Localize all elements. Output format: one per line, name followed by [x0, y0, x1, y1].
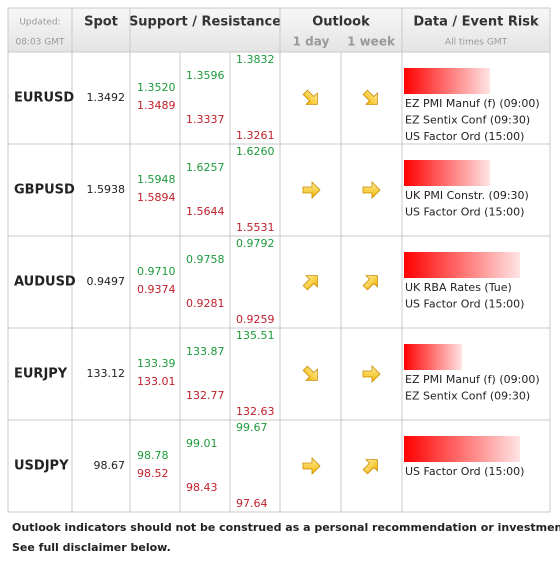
- outlook-arrow: [302, 275, 318, 291]
- resistance: 0.9758: [186, 253, 225, 266]
- outlook-arrow: [362, 181, 381, 199]
- risk-bar: [404, 68, 490, 94]
- resistance: 1.3520: [137, 81, 176, 94]
- disclaimer: See full disclaimer below.: [12, 541, 171, 554]
- outlook-header: Outlook: [312, 15, 370, 30]
- pair: GBPUSD: [14, 183, 75, 198]
- outlook-arrow: [302, 181, 321, 199]
- event: US Factor Ord (15:00): [405, 465, 524, 478]
- resistance: 133.87: [186, 345, 225, 358]
- spot: 1.5938: [87, 183, 126, 196]
- resistance: 1.5948: [137, 173, 176, 186]
- resistance: 99.01: [186, 437, 218, 450]
- resistance: 1.3596: [186, 69, 225, 82]
- risk-bar: [404, 252, 520, 278]
- outlook-arrow: [302, 89, 318, 105]
- event: EZ PMI Manuf (f) (09:00): [405, 373, 540, 386]
- pair: AUDUSD: [14, 275, 76, 290]
- resistance: 135.51: [236, 329, 275, 342]
- resistance: 98.78: [137, 449, 169, 462]
- resistance: 1.3832: [236, 53, 275, 66]
- support: 1.3337: [186, 113, 225, 126]
- spot: 0.9497: [87, 275, 126, 288]
- resistance: 99.67: [236, 421, 268, 434]
- outlook-arrow: [302, 365, 318, 381]
- spot: 98.67: [94, 459, 126, 472]
- support: 0.9259: [236, 313, 275, 326]
- pair: USDJPY: [14, 459, 69, 474]
- support: 0.9374: [137, 283, 176, 296]
- support: 98.43: [186, 481, 218, 494]
- pair: EURJPY: [14, 367, 68, 382]
- sr-header: Support / Resistance: [129, 15, 281, 30]
- event: EZ PMI Manuf (f) (09:00): [405, 97, 540, 110]
- resistance: 1.6260: [236, 145, 275, 158]
- resistance: 133.39: [137, 357, 176, 370]
- risk-bar: [404, 436, 520, 462]
- spot-header: Spot: [84, 15, 118, 30]
- event: EZ Sentix Conf (09:30): [405, 390, 530, 403]
- support: 1.3261: [236, 129, 275, 142]
- updated: Updated:: [19, 18, 60, 28]
- risk-bar: [404, 344, 462, 370]
- support: 1.3489: [137, 99, 176, 112]
- support: 133.01: [137, 375, 176, 388]
- event: UK RBA Rates (Tue): [405, 281, 512, 294]
- disclaimer: Outlook indicators should not be constru…: [12, 521, 560, 534]
- day-header: 1 day: [293, 35, 330, 49]
- resistance: 0.9792: [236, 237, 275, 250]
- outlook-arrow: [362, 89, 378, 105]
- support: 97.64: [236, 497, 268, 510]
- outlook-arrow: [362, 459, 378, 475]
- risk-bar: [404, 160, 490, 186]
- event-header: Data / Event Risk: [413, 15, 539, 30]
- event: UK PMI Constr. (09:30): [405, 189, 529, 202]
- pair: EURUSD: [14, 91, 74, 106]
- support: 98.52: [137, 467, 169, 480]
- support: 132.77: [186, 389, 225, 402]
- updated-time: 08:03 GMT: [15, 38, 65, 48]
- event: EZ Sentix Conf (09:30): [405, 114, 530, 127]
- event: US Factor Ord (15:00): [405, 130, 524, 143]
- support: 1.5644: [186, 205, 225, 218]
- week-header: 1 week: [347, 35, 396, 49]
- outlook-arrow: [362, 275, 378, 291]
- spot: 133.12: [87, 367, 126, 380]
- support: 132.63: [236, 405, 275, 418]
- resistance: 1.6257: [186, 161, 225, 174]
- times-note: All times GMT: [445, 38, 508, 48]
- header-bg: [8, 8, 550, 52]
- outlook-arrow: [362, 365, 381, 383]
- support: 1.5531: [236, 221, 275, 234]
- event: US Factor Ord (15:00): [405, 298, 524, 311]
- spot: 1.3492: [87, 91, 126, 104]
- support: 0.9281: [186, 297, 225, 310]
- table-border: [7, 7, 551, 513]
- resistance: 0.9710: [137, 265, 176, 278]
- event: US Factor Ord (15:00): [405, 206, 524, 219]
- outlook-arrow: [302, 457, 321, 475]
- support: 1.5894: [137, 191, 176, 204]
